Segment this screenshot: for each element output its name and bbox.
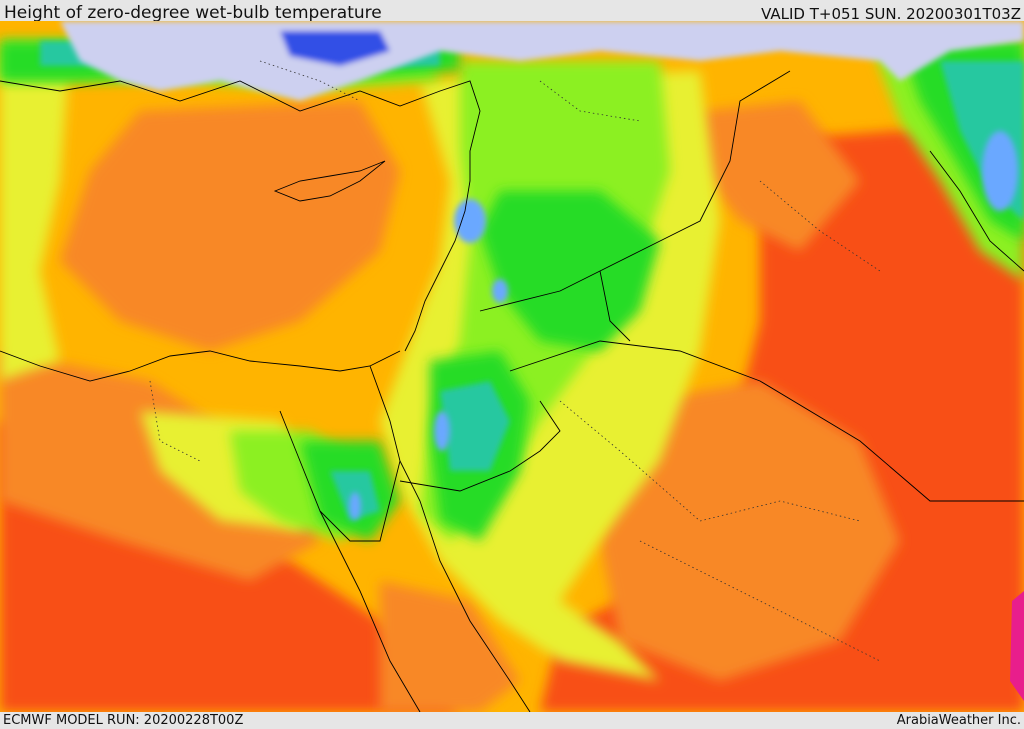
admin-boundary-5 <box>259 60 361 102</box>
coastline-gulf-suez <box>279 410 401 542</box>
field-orange-mediterranean <box>60 101 400 351</box>
model-run-label: ECMWF MODEL RUN: 20200228T00Z <box>3 713 244 728</box>
header-bar <box>0 0 1024 21</box>
field-blue-hermon <box>492 279 508 303</box>
border-syria-iraq <box>479 70 791 312</box>
field-green-syria <box>480 191 660 351</box>
coastline-red-sea-east <box>399 460 531 712</box>
coastline-red-sea-west <box>319 510 421 712</box>
field-blue-turkey <box>280 31 390 66</box>
admin-boundaries <box>149 60 881 662</box>
valid-time-label: VALID T+051 SUN. 20200301T03Z <box>761 5 1021 23</box>
field-orange-iraq <box>700 101 860 251</box>
border-saudi-jordan-south <box>399 400 561 492</box>
coastline-cyprus <box>273 160 386 202</box>
field-teal-jordan <box>440 381 510 471</box>
footer-bar <box>0 712 1024 729</box>
field-orange-south <box>380 581 520 712</box>
border-iraq-jordan <box>599 270 631 342</box>
field-blue-jordan <box>434 411 450 451</box>
coastline-egypt <box>0 350 401 382</box>
map-title: Height of zero-degree wet-bulb temperatu… <box>4 3 382 23</box>
field-blue-sinai <box>349 492 361 520</box>
field-yellow-west <box>0 51 70 381</box>
admin-boundary-4 <box>759 180 881 272</box>
field-orange-arabia <box>600 381 900 681</box>
field-blue-lebanon <box>454 199 486 243</box>
border-jordan-saudi <box>509 340 1024 502</box>
wet-bulb-zero-height-map <box>0 21 1024 712</box>
coastline-north <box>0 80 481 352</box>
coastline-persian-gulf <box>929 150 1024 272</box>
coastlines <box>0 70 1024 712</box>
brand-label: ArabiaWeather Inc. <box>896 713 1021 728</box>
color-field <box>0 21 1024 712</box>
field-blue-ne <box>982 131 1018 211</box>
border-egypt-israel <box>369 365 401 462</box>
admin-boundary-1 <box>149 380 201 462</box>
admin-boundary-6 <box>539 80 641 122</box>
field-magenta-spot <box>1010 591 1024 701</box>
